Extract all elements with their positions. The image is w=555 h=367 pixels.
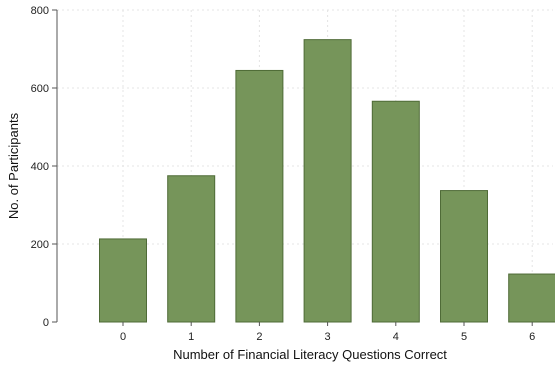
bar-layer — [99, 39, 555, 323]
x-tick-label-0: 0 — [120, 331, 126, 343]
bar-4 — [371, 100, 420, 323]
label-layer: 0 200 400 600 800 0 1 2 3 4 5 6 — [31, 5, 536, 343]
y-axis-title: No. of Participants — [6, 112, 21, 219]
y-tick-label-600: 600 — [31, 83, 49, 95]
bar-5 — [440, 190, 488, 323]
y-tick-label-800: 800 — [31, 5, 49, 17]
x-tick-label-2: 2 — [256, 331, 262, 343]
x-tick-label-1: 1 — [188, 331, 194, 343]
y-tick-label-200: 200 — [31, 239, 49, 251]
bar-6 — [508, 273, 555, 323]
bar-2 — [235, 69, 284, 323]
x-tick-label-4: 4 — [393, 331, 399, 343]
bar-3 — [303, 39, 352, 323]
x-tick-label-3: 3 — [325, 331, 331, 343]
x-tick-label-5: 5 — [461, 331, 467, 343]
axis-layer — [52, 9, 533, 326]
y-tick-label-0: 0 — [43, 317, 49, 329]
bar-0 — [99, 238, 147, 323]
x-tick-label-6: 6 — [529, 331, 535, 343]
bar-1 — [167, 175, 216, 323]
y-tick-label-400: 400 — [31, 161, 49, 173]
x-axis-title: Number of Financial Literacy Questions C… — [173, 347, 447, 362]
